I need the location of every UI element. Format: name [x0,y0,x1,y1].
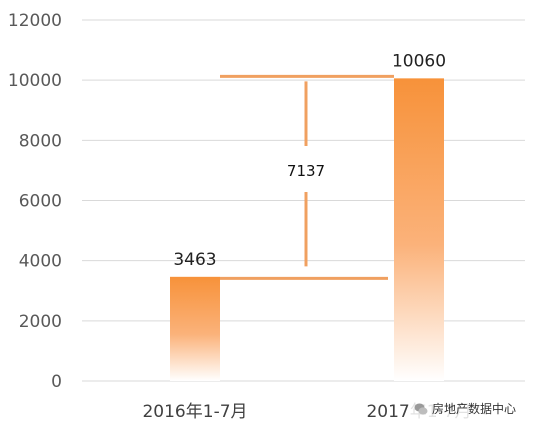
data-label: 10060 [392,51,446,71]
y-tick-label: 10000 [8,71,62,91]
wechat-icon [414,403,428,415]
watermark-text: 房地产数据中心 [432,402,517,416]
watermark: 房地产数据中心 [410,398,521,419]
grid-lines [82,19,525,382]
y-tick-label: 8000 [19,131,62,151]
difference-label: 7137 [287,162,325,180]
y-axis-ticks: 0 2000 4000 6000 8000 10000 12000 [8,11,62,392]
x-tick-label: 2016年1-7月 [142,402,247,422]
bar [394,78,444,381]
y-tick-label: 4000 [19,252,62,272]
data-labels: 3463 10060 [173,51,446,269]
bars [170,78,444,381]
y-tick-label: 12000 [8,11,62,31]
y-tick-label: 2000 [19,312,62,332]
difference-bracket: 7137 [220,74,394,280]
y-tick-label: 0 [51,372,62,392]
data-label: 3463 [173,250,216,270]
bar [170,276,220,381]
y-tick-label: 6000 [19,192,62,212]
